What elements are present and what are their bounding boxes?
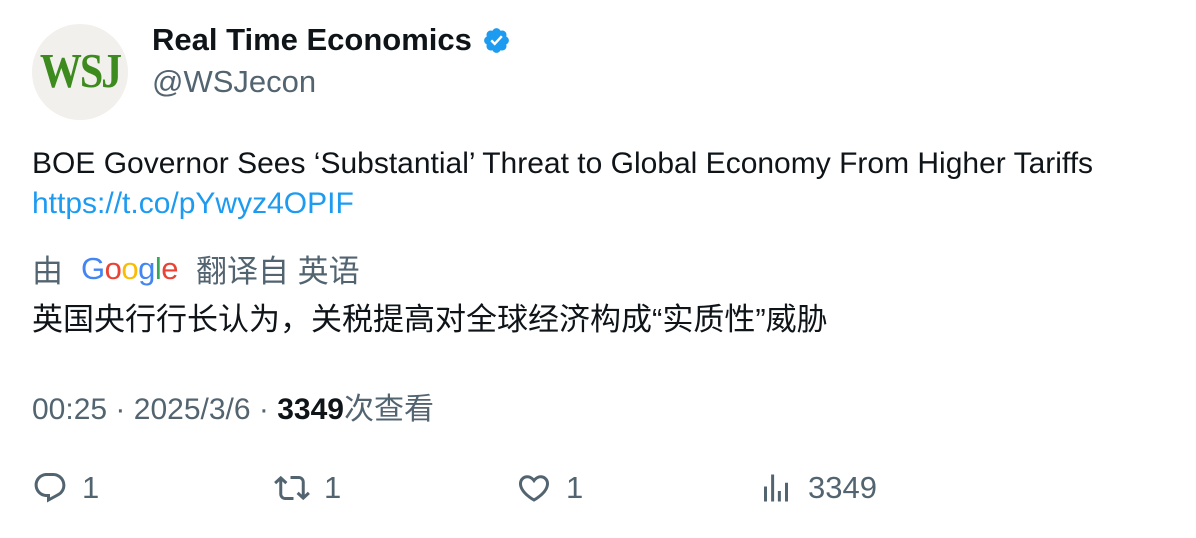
translation-prefix: 由 bbox=[32, 254, 63, 289]
views-count: 3349 bbox=[808, 470, 877, 505]
avatar[interactable]: WSJ bbox=[32, 24, 128, 120]
translated-text: 英国央行行长认为，关税提高对全球经济构成“实质性”威胁 bbox=[32, 302, 828, 337]
author-name[interactable]: Real Time Economics bbox=[152, 22, 472, 57]
tweet-date[interactable]: 2025/3/6 bbox=[133, 393, 251, 426]
reply-icon bbox=[34, 473, 66, 503]
action-bar: 1 1 1 3349 bbox=[32, 470, 1182, 516]
tweet-link[interactable]: https://t.co/pYwyz4OPIF bbox=[32, 187, 354, 220]
author-name-row: Real Time Economics bbox=[152, 22, 511, 58]
reply-count: 1 bbox=[82, 470, 100, 505]
analytics-icon bbox=[764, 474, 788, 502]
translation-attribution: 由 Google 翻译自 英语 bbox=[32, 246, 360, 291]
reply-button[interactable]: 1 bbox=[32, 470, 99, 506]
tweet-meta: 00:25 · 2025/3/6 · 3349次查看 bbox=[32, 384, 434, 428]
retweet-button[interactable]: 1 bbox=[274, 470, 341, 506]
tweet-time[interactable]: 00:25 bbox=[32, 393, 108, 426]
like-count: 1 bbox=[566, 470, 584, 505]
views-button[interactable]: 3349 bbox=[758, 470, 877, 506]
meta-separator: · bbox=[258, 393, 269, 426]
tweet-text: BOE Governor Sees ‘Substantial’ Threat t… bbox=[32, 147, 1094, 180]
tweet-body: BOE Governor Sees ‘Substantial’ Threat t… bbox=[32, 144, 1182, 224]
view-label: 次查看 bbox=[343, 393, 434, 426]
retweet-count: 1 bbox=[324, 470, 342, 505]
translation-suffix: 翻译自 英语 bbox=[196, 254, 360, 289]
author-handle[interactable]: @WSJecon bbox=[152, 64, 317, 99]
retweet-icon bbox=[274, 475, 310, 501]
like-button[interactable]: 1 bbox=[516, 470, 583, 506]
view-count: 3349 bbox=[277, 393, 344, 426]
heart-icon bbox=[518, 475, 550, 502]
verified-badge-icon bbox=[484, 27, 509, 53]
google-logo[interactable]: Google bbox=[81, 250, 179, 286]
meta-separator: · bbox=[115, 393, 126, 426]
avatar-logo-text: WSJ bbox=[39, 45, 122, 99]
